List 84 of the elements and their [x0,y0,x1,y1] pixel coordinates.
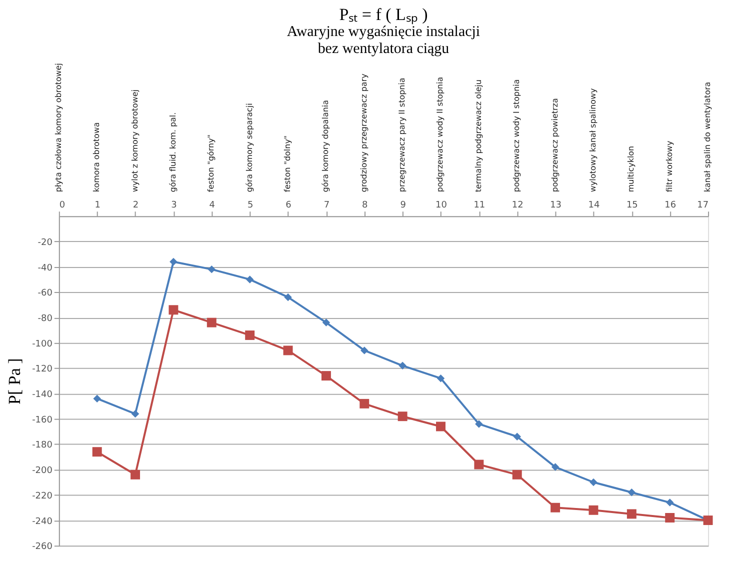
text: termalny podgrzewacz oleju [474,80,483,192]
y-tick-label: -80 [38,314,53,324]
text: podgrzewacz wody II stopnia [436,76,445,192]
y-tick-label: -100 [32,339,53,350]
y-tick-label: -20 [38,238,53,248]
y-tick-label: -40 [38,263,53,274]
x-tick-label: 12 [512,200,524,211]
point [360,346,368,354]
point [93,394,101,402]
text: góra fluid. kom. pal. [168,112,178,192]
point [246,276,254,284]
y-axis-title: P[ Pa ] [5,358,24,404]
text: feston "dolny" [283,135,292,192]
point [666,498,674,506]
x-tick-label: 2 [132,200,139,211]
text: komora obrotowa [92,122,102,192]
text: kanał spalin do wentylatora [703,82,712,192]
y-tick-label: -200 [32,466,53,476]
point [398,362,406,370]
point [168,305,178,315]
point [551,463,560,471]
point [206,318,216,328]
x-tick-label: 3 [171,200,177,211]
point [398,412,408,422]
point [436,374,445,382]
x-tick-label: 16 [664,200,676,211]
chart-subtitle: Awaryjne wygaśnięcie instalacji bez wentylatora ciągu [286,24,480,57]
point [360,398,370,408]
x-tick-label: 14 [588,200,600,211]
x-tick-label: 6 [286,200,292,211]
x-tick-label: 7 [324,200,330,211]
point [208,265,216,274]
text: feston "górny" [206,134,216,192]
y-tick-label: -160 [32,415,53,426]
x-tick-label: 4 [209,200,216,211]
y-tick-label: -140 [32,390,53,400]
x-tick-label: 9 [400,200,406,211]
y-tick-label: -60 [38,288,53,299]
text: wylotowy kanał spalinowy [588,88,598,192]
x-tick-label: 17 [697,200,709,211]
point [283,346,293,356]
point [588,505,598,515]
chart-title: Pₛₜ = f ( Lₛₚ ) [339,4,428,25]
x-tick-label: 11 [474,200,486,211]
x-tick-label: 8 [362,200,368,211]
text: podgrzewacz powietrza [550,98,560,192]
y-tick-label: -180 [32,440,53,451]
point [322,318,330,326]
point [475,420,483,428]
text: wylot z komory obrotowej [130,90,140,192]
x-tick-label: 15 [626,200,638,211]
x-tick-label: 5 [247,200,254,211]
point [665,513,675,522]
point [170,258,178,266]
text: przegrzewacz pary II stopnia [398,78,407,192]
y-tick-label: -220 [32,491,53,502]
point [284,293,292,302]
point [130,470,140,480]
point [550,502,560,512]
x-tick-label: 10 [436,200,448,211]
y-tick-label: -240 [32,516,53,527]
y-tick-label: -260 [32,542,53,552]
x-tick-label: 1 [94,200,100,211]
text: góra komory dopalania [321,100,330,192]
point [628,488,636,496]
text: płyta czołowa komory obrotowej [54,63,63,192]
point [474,460,484,470]
point [321,371,331,381]
text: multicyklon [626,146,636,192]
point [513,432,521,440]
point [245,330,255,340]
point [92,447,102,457]
point [131,410,140,418]
point [626,509,636,519]
text: grodziowy przegrzewacz pary [359,73,368,192]
point [436,422,446,432]
point [512,470,522,480]
text: filtr workowy [664,140,674,192]
point [590,478,598,486]
y-tick-label: -120 [32,364,53,375]
text: góra komory separacji [244,103,254,192]
text: podgrzewacz wody I stopnia [512,79,522,192]
x-tick-label: 0 [59,200,66,211]
x-tick-label: 13 [550,200,562,211]
